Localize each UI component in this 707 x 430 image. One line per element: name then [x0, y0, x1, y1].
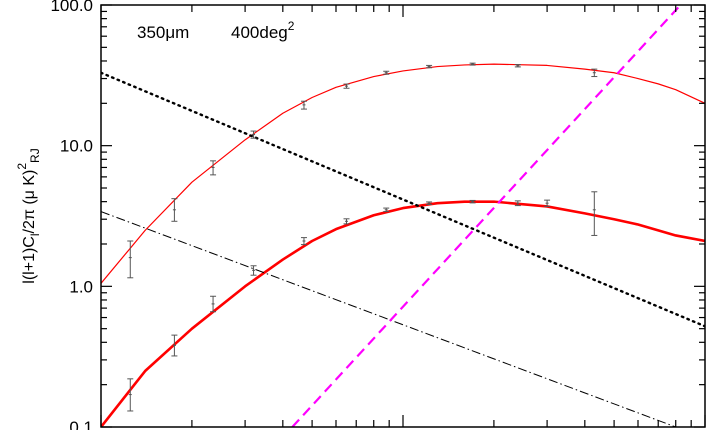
series-magenta-dashed-line — [291, 5, 682, 427]
y-label-mid: /2π (μ K) — [21, 170, 38, 234]
errorbar-lower-points — [171, 334, 178, 357]
errorbar-upper-points — [210, 160, 217, 176]
y-label-sub-l: l — [28, 233, 42, 236]
errorbar-upper-points — [250, 130, 257, 139]
y-label-sub-rj: RJ — [28, 148, 42, 163]
errorbar-upper-points — [171, 198, 178, 222]
errorbar-upper-points — [514, 64, 521, 68]
errorbar-lower-points — [544, 199, 551, 207]
series-model-upper — [101, 63, 705, 284]
y-label-main: l(l+1)C — [21, 236, 38, 284]
errorbar-upper-points — [469, 62, 476, 66]
annotation-wavelength: 350μm — [137, 23, 189, 42]
y-label-sup: 2 — [15, 163, 29, 170]
errorbar-lower-points — [591, 191, 598, 236]
annotation-area: 400deg2 — [231, 19, 295, 42]
errorbar-lower-points — [383, 207, 390, 213]
errorbar-upper-points — [426, 64, 433, 69]
errorbar-lower-points — [514, 200, 521, 207]
annotation-area-sup: 2 — [288, 19, 295, 33]
errorbar-lower-points — [250, 265, 257, 276]
errorbar-upper-points — [343, 83, 350, 89]
errorbar-upper-points — [300, 100, 307, 110]
annotation-area-text: 400deg — [231, 23, 288, 42]
errorbar-lower-points — [343, 218, 350, 225]
errorbar-lower-points — [426, 201, 433, 205]
errorbar-lower-points — [127, 378, 134, 412]
y-axis-label: l(l+1)Cl/2π (μ K)2RJ — [15, 148, 42, 283]
errorbar-upper-points — [383, 70, 390, 75]
series-model-lower — [101, 200, 705, 427]
errorbar-lower-points — [300, 237, 307, 246]
errorbar-upper-points — [591, 68, 598, 78]
errorbar-lower-points — [469, 199, 476, 204]
plot-frame — [100, 4, 706, 428]
y-tick-label: 1.0 — [69, 277, 93, 296]
series-dash-dot-line — [101, 211, 676, 427]
errorbar-lower-points — [210, 295, 217, 313]
series-dotted-line — [101, 71, 705, 328]
y-tick-label: 10.0 — [60, 137, 93, 156]
y-tick-label: 0.1 — [69, 418, 93, 430]
errorbar-upper-points — [127, 240, 134, 279]
y-tick-label: 100.0 — [50, 0, 93, 15]
